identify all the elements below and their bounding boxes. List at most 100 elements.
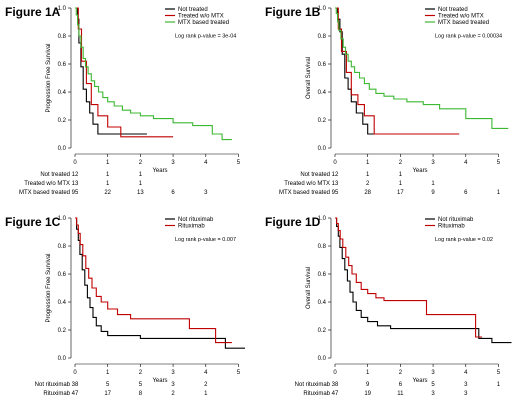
x-tick-label: 2 xyxy=(139,160,143,166)
risk-value: 13 xyxy=(72,181,79,187)
legend-label: MTX based treated xyxy=(438,20,489,26)
y-tick-label: 1.0 xyxy=(58,216,67,222)
y-tick-label: 0.2 xyxy=(58,328,67,334)
risk-value: 12 xyxy=(72,172,79,178)
y-axis-label: Overall Survival xyxy=(306,267,312,309)
risk-row-label: Rituximab xyxy=(303,391,330,397)
x-tick-label: 4 xyxy=(204,160,208,166)
y-tick-label: 0.8 xyxy=(318,34,327,40)
y-axis-label: Progression Free Survival xyxy=(46,253,52,322)
legend-label: MTX based treated xyxy=(178,20,229,26)
x-tick-label: 0 xyxy=(333,370,337,376)
risk-value: 9 xyxy=(431,190,435,196)
legend-label: Not treated xyxy=(178,7,208,13)
y-tick-label: 0.8 xyxy=(58,244,67,250)
risk-value: 8 xyxy=(139,391,143,397)
y-tick-label: 1.0 xyxy=(318,216,327,222)
x-tick-label: 3 xyxy=(431,370,435,376)
x-tick-label: 0 xyxy=(73,160,77,166)
km-chart: Figure 1A0.00.20.40.60.81.00 1 2 3 4 5YearsPr… xyxy=(5,5,241,196)
y-tick-label: 0.4 xyxy=(58,90,67,96)
series-line xyxy=(335,7,460,135)
risk-value: 19 xyxy=(364,391,371,397)
panel-figure-1a: Figure 1A 0.0 0.2 0.4 0.6 0.8 1.0 0 1 2 3 4 5 Years Pr… xyxy=(0,0,260,210)
y-tick-label: 0.6 xyxy=(58,62,67,68)
x-tick-label: 5 xyxy=(497,160,501,166)
panel-title: Figure 1B xyxy=(265,5,321,19)
y-tick-label: 0.2 xyxy=(58,118,67,124)
risk-value: 1 xyxy=(497,382,501,388)
series-line xyxy=(335,7,509,129)
y-axis-label: Progression Free Survival xyxy=(46,43,52,112)
risk-row-label: Rituximab xyxy=(43,391,70,397)
y-tick-label: 0.4 xyxy=(58,300,67,306)
risk-value: 3 xyxy=(431,391,435,397)
risk-value: 1 xyxy=(399,181,403,187)
y-tick-label: 0.8 xyxy=(318,244,327,250)
legend-label: Treated w/o MTX xyxy=(438,14,484,20)
y-tick-label: 0.0 xyxy=(318,356,327,362)
risk-value: 1 xyxy=(497,190,501,196)
risk-value: 2 xyxy=(366,181,370,187)
x-axis-label: Years xyxy=(152,378,167,384)
series-line xyxy=(335,217,512,344)
risk-value: 95 xyxy=(72,190,79,196)
risk-value: 13 xyxy=(137,190,144,196)
risk-value: 1 xyxy=(106,181,110,187)
risk-row-label: Treated w/o MTX xyxy=(284,181,330,187)
series-line xyxy=(75,7,174,138)
panel-title: Figure 1C xyxy=(5,215,61,229)
x-tick-label: 5 xyxy=(497,370,501,376)
x-tick-label: 2 xyxy=(399,160,403,166)
p-value-annotation: Log rank p-value = 3e-04 xyxy=(175,34,236,40)
risk-row-label: Treated w/o MTX xyxy=(24,181,70,187)
y-tick-label: 0.4 xyxy=(318,90,327,96)
y-tick-label: 0.2 xyxy=(318,328,327,334)
y-tick-label: 1.0 xyxy=(58,6,67,12)
y-tick-label: 0.6 xyxy=(318,62,327,68)
y-tick-label: 0.6 xyxy=(58,272,67,278)
risk-row-label: MTX based treated xyxy=(19,190,70,196)
risk-value: 38 xyxy=(332,382,339,388)
risk-value: 1 xyxy=(139,172,143,178)
legend-label: Rituximab xyxy=(178,224,205,230)
risk-value: 5 xyxy=(106,382,110,388)
risk-value: 13 xyxy=(332,181,339,187)
risk-value: 3 xyxy=(464,391,468,397)
legend-label: Not rituximab xyxy=(178,217,214,223)
risk-value: 1 xyxy=(106,172,110,178)
y-tick-label: 0.2 xyxy=(318,118,327,124)
p-value-annotation: Log rank p-value = 0.007 xyxy=(175,237,236,243)
risk-row-label: Not treated xyxy=(300,172,330,178)
risk-value: 5 xyxy=(139,382,143,388)
series-line xyxy=(75,217,232,344)
km-chart: Figure 1D 0.0 0.2 0.4 0.6 0.8 1.0 0 1 2 3 4 5 Years Ov… xyxy=(265,215,512,397)
x-tick-label: 1 xyxy=(106,370,110,376)
x-axis-label: Years xyxy=(412,168,427,174)
risk-value: 1 xyxy=(399,172,403,178)
risk-value: 22 xyxy=(104,190,111,196)
panel-title: Figure 1A xyxy=(5,5,61,19)
y-tick-label: 1.0 xyxy=(318,6,327,12)
y-tick-label: 0.0 xyxy=(318,146,327,152)
y-axis-label: Overall Survival xyxy=(306,57,312,99)
series-line xyxy=(75,7,147,135)
panel-figure-1d: Figure 1D 0.0 0.2 0.4 0.6 0.8 1.0 0 1 2 3 4 5 Years Ov… xyxy=(260,210,520,415)
y-tick-label: 0.0 xyxy=(58,146,67,152)
risk-row-label: Not rituximab xyxy=(35,382,71,388)
risk-value: 11 xyxy=(397,391,404,397)
x-tick-label: 2 xyxy=(399,370,403,376)
risk-value: 1 xyxy=(204,391,208,397)
x-tick-label: 1 xyxy=(366,370,370,376)
x-tick-label: 4 xyxy=(204,370,208,376)
x-tick-label: 3 xyxy=(171,160,175,166)
risk-value: 12 xyxy=(332,172,339,178)
x-tick-label: 0 xyxy=(333,160,337,166)
km-chart: Figure 1B0.00.20.40.60.81.00 1 2 3 4 5YearsOv… xyxy=(265,5,509,196)
risk-row-label: MTX based treated xyxy=(279,190,330,196)
risk-value: 6 xyxy=(171,190,175,196)
x-tick-label: 1 xyxy=(366,160,370,166)
risk-value: 1 xyxy=(366,172,370,178)
series-line xyxy=(75,7,232,141)
risk-value: 9 xyxy=(366,382,370,388)
